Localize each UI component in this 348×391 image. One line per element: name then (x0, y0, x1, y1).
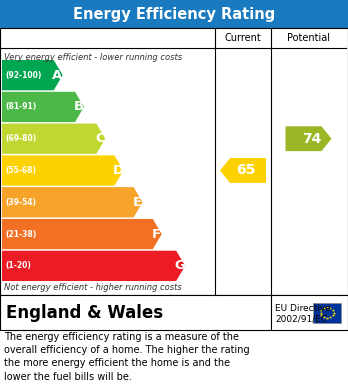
Text: (81-91): (81-91) (5, 102, 36, 111)
Bar (0, 28, 348, 295)
Bar (0, 0, 348, 28)
Polygon shape (285, 126, 332, 151)
Polygon shape (2, 60, 63, 90)
Text: 65: 65 (236, 163, 256, 178)
Text: 2002/91/EC: 2002/91/EC (275, 314, 327, 323)
Text: G: G (174, 259, 185, 273)
Text: B: B (73, 100, 84, 113)
Text: D: D (112, 164, 124, 177)
Polygon shape (220, 158, 266, 183)
Text: Current: Current (224, 33, 261, 43)
Text: (69-80): (69-80) (5, 134, 36, 143)
Text: Energy Efficiency Rating: Energy Efficiency Rating (73, 7, 275, 22)
Text: (1-20): (1-20) (5, 261, 31, 270)
Bar (0, 295, 348, 330)
Polygon shape (2, 251, 185, 281)
Polygon shape (2, 92, 84, 122)
Text: (21-38): (21-38) (5, 230, 36, 239)
Text: Not energy efficient - higher running costs: Not energy efficient - higher running co… (4, 283, 182, 292)
Text: (92-100): (92-100) (5, 71, 41, 80)
Polygon shape (2, 124, 105, 154)
Text: (39-54): (39-54) (5, 198, 36, 207)
Polygon shape (2, 187, 143, 217)
Bar (313, 303, 341, 323)
Text: Potential: Potential (287, 33, 330, 43)
Text: (55-68): (55-68) (5, 166, 36, 175)
Text: Very energy efficient - lower running costs: Very energy efficient - lower running co… (4, 52, 182, 61)
Text: C: C (95, 132, 105, 145)
Text: A: A (52, 69, 62, 82)
Text: E: E (133, 196, 142, 209)
Text: England & Wales: England & Wales (6, 303, 163, 321)
Text: 74: 74 (302, 132, 321, 146)
Polygon shape (2, 219, 162, 249)
Text: F: F (152, 228, 161, 240)
Text: The energy efficiency rating is a measure of the
overall efficiency of a home. T: The energy efficiency rating is a measur… (4, 332, 250, 382)
Text: EU Directive: EU Directive (275, 304, 331, 313)
Polygon shape (2, 155, 124, 186)
